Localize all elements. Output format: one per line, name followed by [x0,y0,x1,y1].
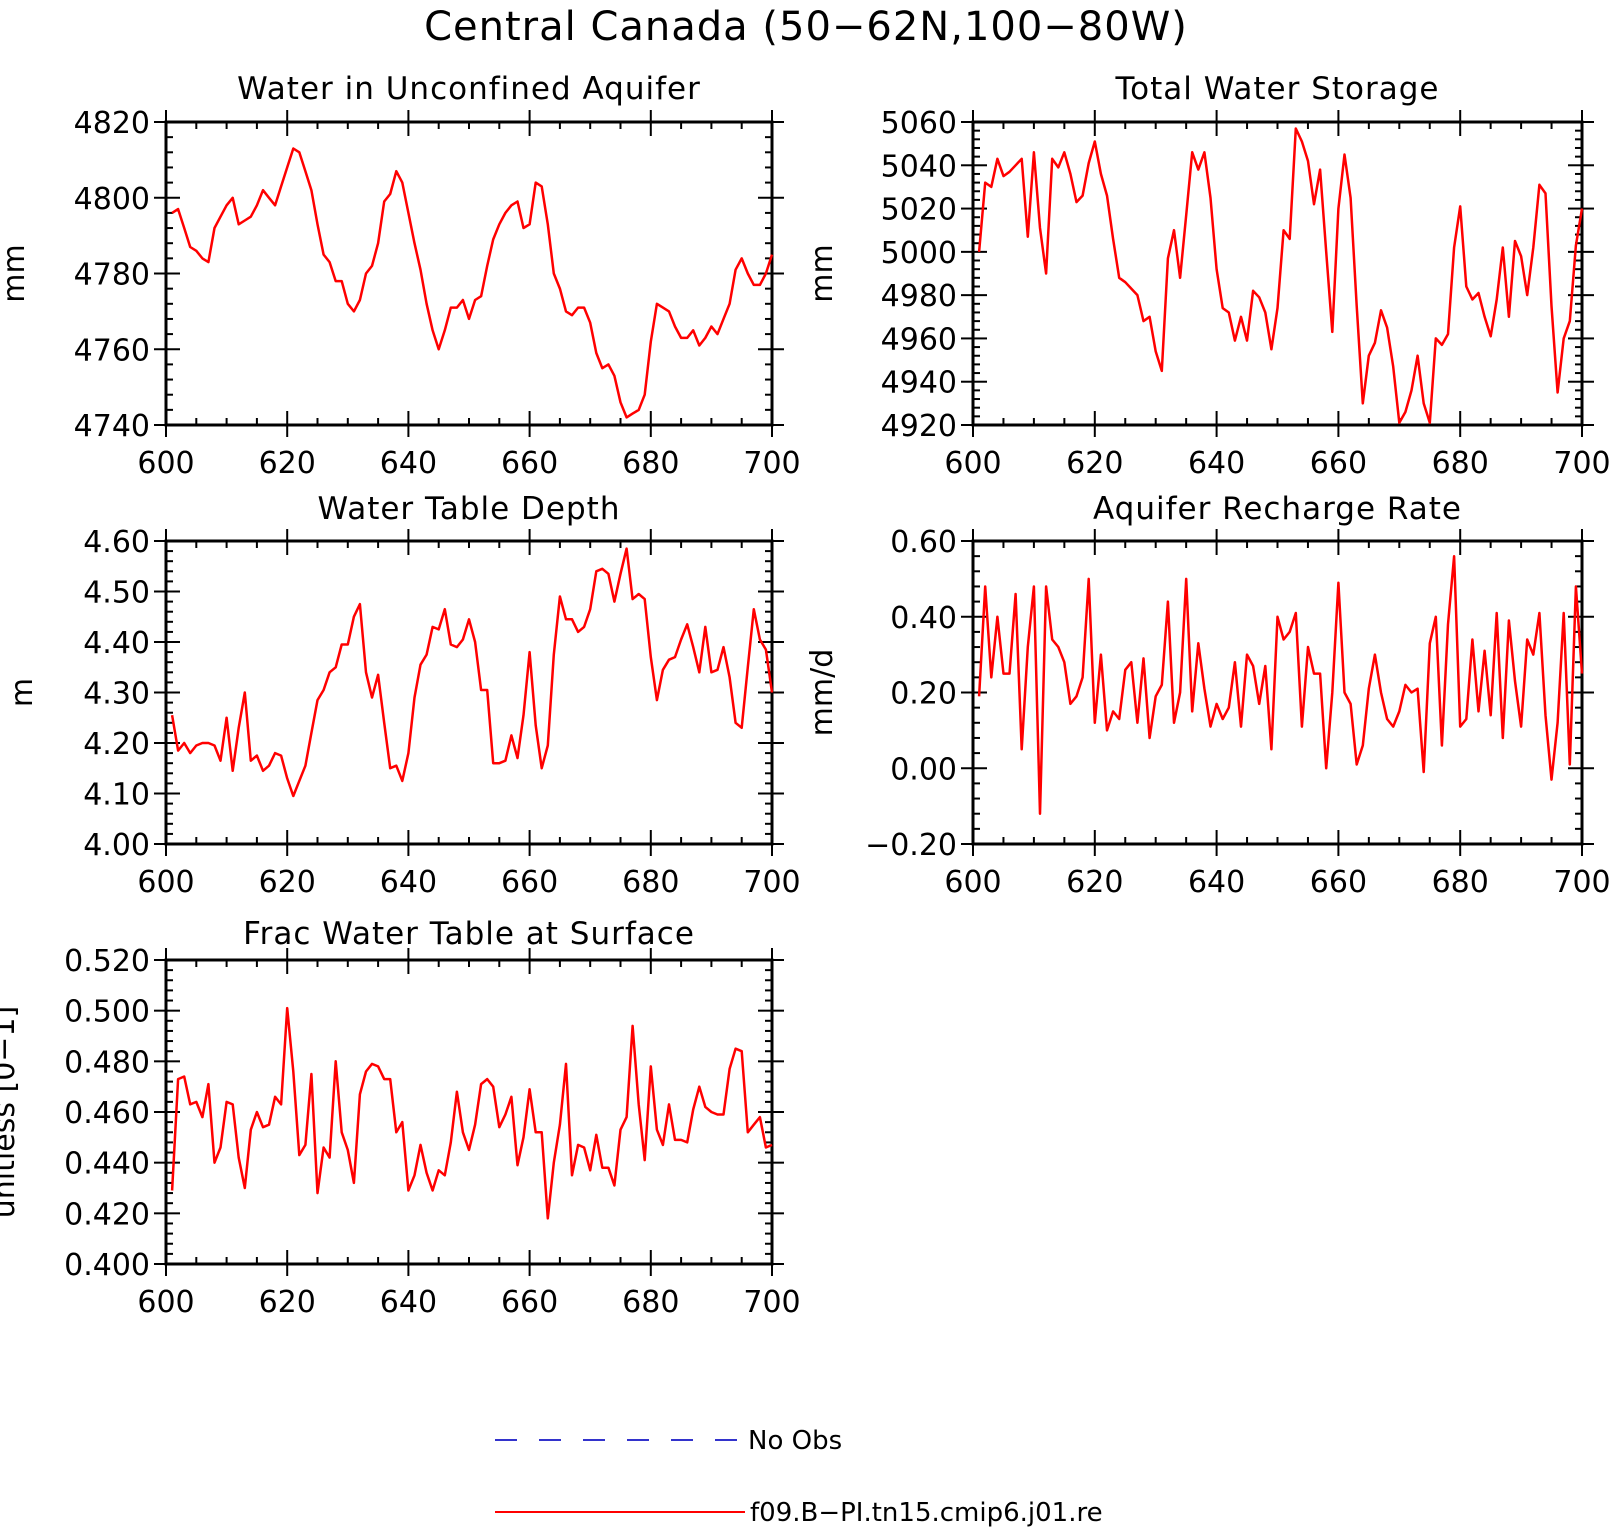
y-tick-label: 0.00 [890,752,957,787]
y-tick-label: −0.20 [865,828,957,863]
x-tick-label: 660 [1310,865,1367,900]
y-axis-label: mm/d [805,649,840,737]
x-tick-label: 660 [501,446,558,481]
y-tick-label: 4.30 [83,677,150,712]
x-tick-label: 680 [622,865,679,900]
y-tick-label: 4820 [74,106,150,141]
x-tick-label: 680 [1432,865,1489,900]
y-tick-label: 4.60 [83,525,150,560]
x-tick-label: 680 [622,446,679,481]
x-tick-label: 620 [259,1285,316,1320]
y-tick-label: 4760 [74,333,150,368]
y-tick-label: 0.420 [64,1197,150,1232]
y-axis-label: unitless [0−1] [0,1006,22,1218]
series-line [170,1006,773,1220]
y-tick-label: 0.460 [64,1096,150,1131]
x-tick-label: 640 [1188,865,1245,900]
x-tick-label: 600 [137,865,194,900]
y-tick-label: 5020 [881,193,957,228]
x-tick-label: 640 [380,865,437,900]
y-tick-label: 5040 [881,149,957,184]
panel-title: Frac Water Table at Surface [243,916,695,952]
y-axis-label: m [5,678,40,707]
y-tick-label: 4800 [74,182,150,217]
panels-layer: Water in Unconfined Aquifer mm 600 620 640 66… [0,71,1611,1320]
series-line [977,127,1584,425]
x-tick-label: 600 [944,446,1001,481]
y-tick-label: 0.60 [890,525,957,560]
y-tick-label: 4940 [881,366,957,401]
x-tick-label: 640 [380,1285,437,1320]
legend: No Obs f09.B−PI.tn15.cmip6.j01.re [495,1426,1103,1527]
x-tick-label: 660 [1310,446,1367,481]
series-line [171,147,774,419]
panel-title: Total Water Storage [1114,71,1439,107]
y-tick-label: 4980 [881,279,957,314]
figure-title: Central Canada (50−62N,100−80W) [424,4,1188,50]
y-tick-label: 4.20 [83,727,150,762]
y-axis-label: mm [0,244,32,302]
panel-5: Frac Water Table at Surface unitless [0−1… [0,916,801,1320]
series-line [977,554,1584,815]
series-line [170,547,774,798]
x-tick-label: 640 [380,446,437,481]
y-tick-label: 0.500 [64,995,150,1030]
x-tick-label: 620 [259,865,316,900]
plot-frame [971,539,1584,846]
x-tick-label: 600 [137,446,194,481]
x-tick-label: 700 [1553,446,1610,481]
x-tick-label: 680 [1432,446,1489,481]
y-axis-label: mm [805,244,840,302]
panel-title: Water in Unconfined Aquifer [237,71,701,107]
y-tick-label: 0.520 [64,944,150,979]
y-tick-label: 4.50 [83,576,150,611]
plot-frame [164,539,774,846]
y-tick-label: 0.20 [890,677,957,712]
y-tick-label: 0.400 [64,1248,150,1283]
panel-1: Water in Unconfined Aquifer mm 600 620 640 66… [0,71,801,481]
x-tick-label: 600 [137,1285,194,1320]
x-tick-label: 700 [743,446,800,481]
y-tick-label: 4780 [74,258,150,293]
x-tick-label: 600 [944,865,1001,900]
panel-2: Total Water Storage mm 600 620 640 660 680 700 4… [805,71,1611,481]
y-tick-label: 4.00 [83,828,150,863]
x-tick-label: 700 [1553,865,1610,900]
y-tick-label: 4.40 [83,626,150,661]
y-tick-label: 5060 [881,106,957,141]
y-tick-label: 0.480 [64,1045,150,1080]
legend-label-no-obs: No Obs [748,1426,842,1456]
x-tick-label: 700 [743,865,800,900]
panel-title: Aquifer Recharge Rate [1093,491,1462,527]
x-tick-label: 620 [1066,446,1123,481]
y-tick-label: 4920 [881,409,957,444]
panel-4: Aquifer Recharge Rate mm/d 600 620 640 660 680… [805,491,1611,900]
panel-3: Water Table Depth m 600 620 640 660 680 700 4.00… [5,491,801,900]
x-tick-label: 700 [743,1285,800,1320]
y-tick-label: 4.10 [83,778,150,813]
y-tick-label: 0.440 [64,1147,150,1182]
x-tick-label: 660 [501,1285,558,1320]
x-tick-label: 620 [1066,865,1123,900]
y-tick-label: 5000 [881,236,957,271]
panel-title: Water Table Depth [318,491,621,527]
plot-frame [164,120,774,427]
y-tick-label: 0.40 [890,601,957,636]
y-tick-label: 4960 [881,322,957,357]
x-tick-label: 660 [501,865,558,900]
x-tick-label: 680 [622,1285,679,1320]
y-tick-label: 4740 [74,409,150,444]
x-tick-label: 640 [1188,446,1245,481]
plot-frame [971,120,1584,427]
legend-label-model: f09.B−PI.tn15.cmip6.j01.re [750,1498,1103,1527]
x-tick-label: 620 [259,446,316,481]
